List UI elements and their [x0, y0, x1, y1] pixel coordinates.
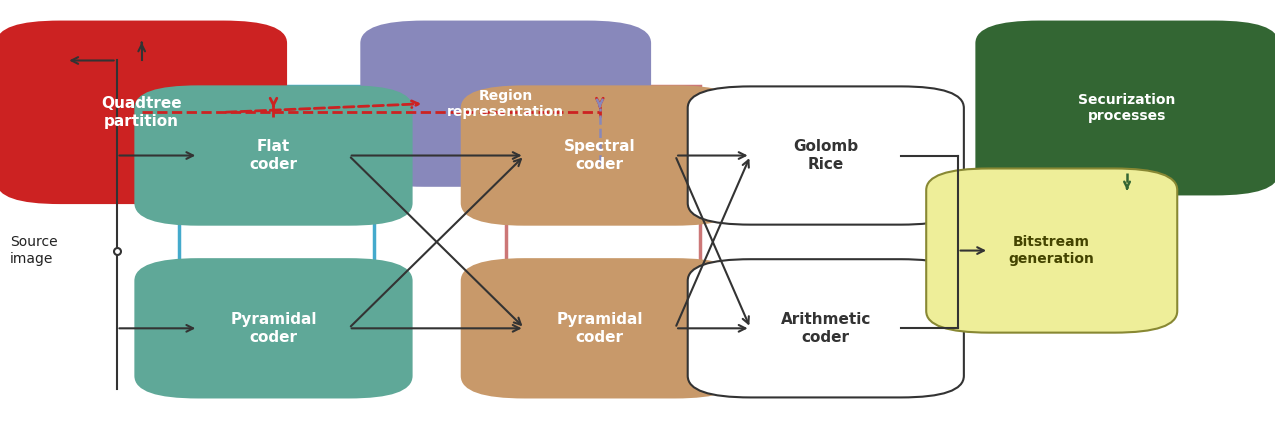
Text: Pyramidal
coder: Pyramidal coder [557, 312, 643, 345]
Text: Flat
coder: Flat coder [250, 139, 297, 172]
Text: Spectral
coder: Spectral coder [564, 139, 636, 172]
Text: Quadtree
partition: Quadtree partition [102, 96, 182, 129]
FancyBboxPatch shape [977, 22, 1275, 194]
FancyBboxPatch shape [926, 168, 1177, 333]
Text: Region
representation: Region representation [448, 89, 565, 119]
Text: Securization
processes: Securization processes [1079, 93, 1176, 123]
Bar [506, 86, 700, 389]
FancyBboxPatch shape [687, 86, 964, 225]
FancyBboxPatch shape [135, 259, 412, 397]
FancyBboxPatch shape [687, 259, 964, 397]
Text: Golomb
Rice: Golomb Rice [793, 139, 858, 172]
FancyBboxPatch shape [462, 86, 738, 225]
FancyBboxPatch shape [462, 259, 738, 397]
Text: Pyramidal
coder: Pyramidal coder [231, 312, 316, 345]
FancyBboxPatch shape [0, 22, 286, 203]
Text: Arithmetic
coder: Arithmetic coder [780, 312, 871, 345]
FancyBboxPatch shape [361, 22, 650, 186]
FancyBboxPatch shape [135, 86, 412, 225]
Text: Source
image: Source image [10, 235, 57, 266]
Text: Bitstream
generation: Bitstream generation [1009, 235, 1095, 266]
Bar [180, 86, 374, 389]
